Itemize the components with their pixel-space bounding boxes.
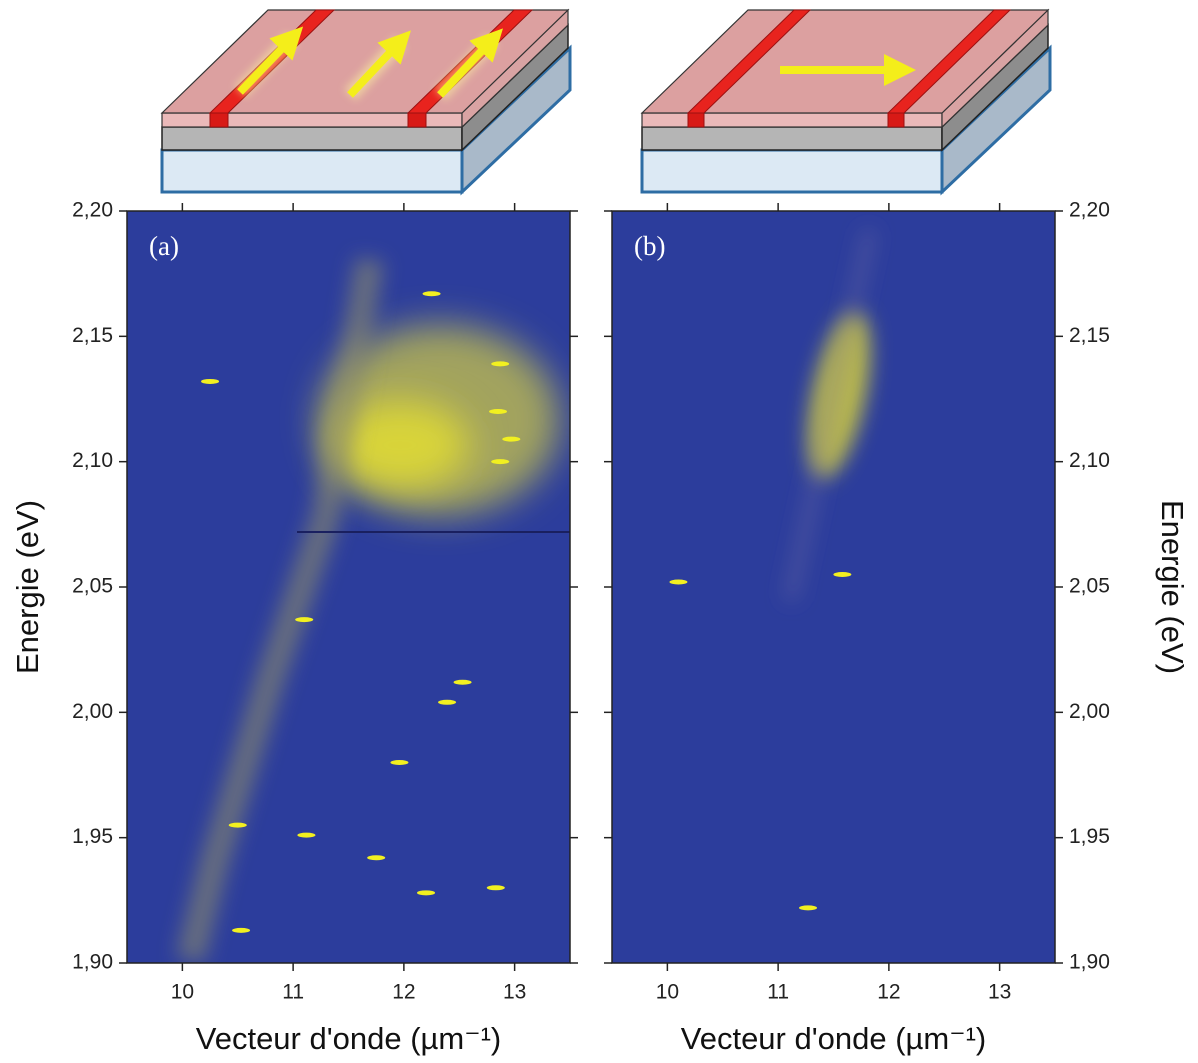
bright-spot <box>417 890 436 896</box>
middle-layer <box>161 126 463 151</box>
bright-spot <box>833 571 852 577</box>
emission-tail <box>784 228 876 602</box>
arrow <box>437 28 503 98</box>
plot-background <box>612 211 1055 963</box>
middle-layer <box>641 126 943 151</box>
y-tick-label: 2,10 <box>1069 449 1110 472</box>
x-axis-label: Vecteur d'onde (µm⁻¹) <box>196 1021 502 1056</box>
y-tick-label: 2,00 <box>1069 700 1110 723</box>
y-tick-label: 2,10 <box>72 449 113 472</box>
bright-spot <box>486 885 505 891</box>
bright-spot <box>297 832 316 838</box>
x-tick-label: 11 <box>767 981 789 1004</box>
stripe-front <box>407 112 427 128</box>
arrow <box>347 30 411 98</box>
emission-tail <box>176 257 384 963</box>
y-tick-label: 2,00 <box>72 700 113 723</box>
x-tick-label: 13 <box>988 981 1011 1004</box>
y-tick-label: 2,15 <box>72 324 113 347</box>
emission <box>669 228 876 911</box>
bright-spot <box>295 617 314 623</box>
bright-spot <box>491 361 510 367</box>
y-tick-label: 1,90 <box>1069 951 1110 974</box>
top-face <box>640 9 1050 114</box>
y-tick-label: 2,05 <box>72 575 113 598</box>
panel-label: (b) <box>634 231 665 261</box>
panel: 10 11 12 13 1,90 1,95 2,00 2,05 2,10 2,15 2,20 Vect… <box>10 199 578 1056</box>
bright-spot <box>390 759 409 765</box>
bright-spot <box>367 855 386 861</box>
y-tick-label: 2,15 <box>1069 324 1110 347</box>
bright-spot <box>489 409 508 415</box>
y-tick-label: 1,90 <box>72 951 113 974</box>
x-tick-label: 10 <box>656 981 679 1004</box>
bright-spot <box>502 436 521 442</box>
bright-spot <box>438 699 457 705</box>
x-axis-label: Vecteur d'onde (µm⁻¹) <box>681 1021 987 1056</box>
x-tick-label: 11 <box>282 981 304 1004</box>
substrate <box>640 148 944 194</box>
y-axis-label: Energie (eV) <box>1155 500 1190 674</box>
bright-spot <box>799 905 818 911</box>
x-tick-label: 12 <box>392 981 415 1004</box>
x-tick-label: 13 <box>503 981 526 1004</box>
x-tick-label: 12 <box>877 981 900 1004</box>
substrate <box>160 148 464 194</box>
device-schematic <box>640 8 1052 196</box>
device-schematic <box>160 8 572 196</box>
y-tick-label: 2,05 <box>1069 575 1110 598</box>
panel: 10 11 12 13 1,90 1,95 2,00 2,05 2,10 2,15 2,20 Vect… <box>604 199 1190 1056</box>
bright-spot <box>491 459 510 465</box>
top-face <box>160 9 570 114</box>
panel-label: (a) <box>149 231 179 261</box>
bright-spot <box>669 579 688 585</box>
y-tick-label: 2,20 <box>1069 199 1110 222</box>
emission <box>176 257 570 963</box>
stripe-front <box>209 112 229 128</box>
bright-spot <box>453 679 472 685</box>
bright-spot <box>201 378 220 384</box>
y-tick-label: 2,20 <box>72 199 113 222</box>
substrate-side <box>940 44 1052 196</box>
bright-spot <box>422 291 441 297</box>
y-tick-label: 1,95 <box>72 825 113 848</box>
x-tick-label: 10 <box>171 981 194 1004</box>
stripe-front <box>887 112 905 128</box>
bright-spot <box>232 927 251 933</box>
y-tick-label: 1,95 <box>1069 825 1110 848</box>
bright-spot <box>228 822 247 828</box>
arrow <box>237 26 304 95</box>
y-axis-label: Energie (eV) <box>10 500 45 674</box>
substrate-side <box>460 44 572 196</box>
stripe-front <box>687 112 705 128</box>
emission-glow <box>330 400 470 490</box>
